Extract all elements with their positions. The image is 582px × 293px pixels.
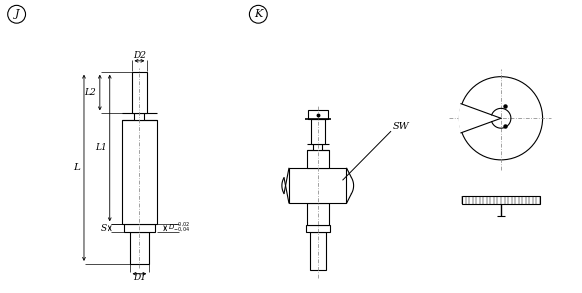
Bar <box>123 224 155 232</box>
Bar <box>307 150 329 168</box>
Bar <box>130 232 150 264</box>
Bar <box>122 120 157 224</box>
Text: L: L <box>73 163 80 172</box>
Bar <box>308 110 328 119</box>
Bar <box>310 232 326 270</box>
Bar <box>289 168 346 203</box>
Circle shape <box>459 77 542 160</box>
Text: S: S <box>101 224 107 233</box>
Bar <box>134 113 144 120</box>
Bar <box>313 144 322 150</box>
Bar <box>306 225 329 232</box>
Wedge shape <box>459 104 501 133</box>
Text: L1: L1 <box>95 144 107 152</box>
Text: J: J <box>15 9 19 19</box>
Text: SW: SW <box>393 122 410 131</box>
Bar <box>307 203 329 225</box>
Text: K: K <box>254 9 262 19</box>
Text: D1: D1 <box>133 273 146 282</box>
Bar <box>311 119 325 144</box>
Text: D2: D2 <box>133 51 146 60</box>
Bar <box>462 195 540 205</box>
Text: $D^{-0{,}02}_{-0{,}04}$: $D^{-0{,}02}_{-0{,}04}$ <box>168 221 190 234</box>
Text: L2: L2 <box>84 88 96 97</box>
Bar <box>132 72 147 113</box>
